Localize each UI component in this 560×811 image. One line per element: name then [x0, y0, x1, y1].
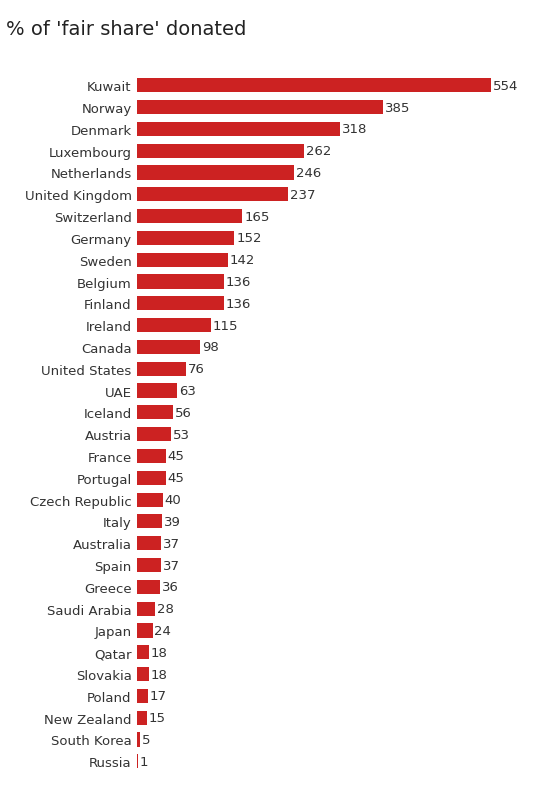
- Text: 115: 115: [212, 320, 238, 333]
- Bar: [137, 646, 149, 659]
- Bar: [137, 427, 171, 442]
- Text: 5: 5: [142, 733, 151, 746]
- Text: 142: 142: [230, 254, 255, 267]
- Bar: [137, 471, 166, 485]
- Bar: [137, 319, 211, 333]
- Text: 53: 53: [173, 428, 190, 441]
- Text: 18: 18: [151, 646, 167, 659]
- Bar: [137, 580, 160, 594]
- Text: 237: 237: [290, 189, 316, 202]
- Text: 165: 165: [244, 210, 270, 223]
- Text: 56: 56: [175, 406, 192, 419]
- Bar: [137, 536, 161, 551]
- Bar: [137, 144, 305, 159]
- Bar: [137, 297, 224, 311]
- Bar: [137, 363, 186, 376]
- Text: 136: 136: [226, 276, 251, 289]
- Bar: [137, 406, 173, 420]
- Bar: [137, 710, 147, 725]
- Bar: [137, 122, 340, 137]
- Bar: [137, 166, 294, 180]
- Bar: [137, 384, 178, 398]
- Text: 63: 63: [179, 384, 196, 397]
- Text: 28: 28: [157, 603, 174, 616]
- Text: 262: 262: [306, 145, 332, 158]
- Text: 136: 136: [226, 298, 251, 311]
- Text: 1: 1: [140, 755, 148, 768]
- Text: 45: 45: [168, 450, 185, 463]
- Text: 37: 37: [163, 559, 180, 572]
- Bar: [137, 188, 288, 202]
- Text: 385: 385: [385, 101, 410, 114]
- Bar: [137, 493, 163, 507]
- Text: 554: 554: [493, 79, 518, 92]
- Text: 246: 246: [296, 167, 321, 180]
- Text: % of 'fair share' donated: % of 'fair share' donated: [6, 20, 246, 39]
- Bar: [137, 754, 138, 769]
- Text: 40: 40: [165, 493, 181, 507]
- Bar: [137, 210, 242, 224]
- Bar: [137, 667, 149, 681]
- Bar: [137, 101, 383, 115]
- Text: 76: 76: [188, 363, 204, 375]
- Text: 39: 39: [164, 515, 181, 528]
- Bar: [137, 253, 228, 268]
- Bar: [137, 732, 141, 747]
- Text: 24: 24: [155, 624, 171, 637]
- Text: 17: 17: [150, 689, 167, 702]
- Bar: [137, 515, 162, 529]
- Bar: [137, 275, 224, 290]
- Text: 37: 37: [163, 537, 180, 550]
- Bar: [137, 341, 200, 354]
- Text: 98: 98: [202, 341, 218, 354]
- Bar: [137, 231, 234, 246]
- Bar: [137, 624, 152, 637]
- Text: 15: 15: [149, 711, 166, 724]
- Text: 318: 318: [342, 123, 367, 136]
- Bar: [137, 602, 155, 616]
- Text: 36: 36: [162, 581, 179, 594]
- Text: 152: 152: [236, 232, 262, 245]
- Text: 18: 18: [151, 667, 167, 680]
- Bar: [137, 689, 148, 703]
- Bar: [137, 558, 161, 573]
- Bar: [137, 449, 166, 464]
- Bar: [137, 79, 491, 93]
- Text: 45: 45: [168, 472, 185, 485]
